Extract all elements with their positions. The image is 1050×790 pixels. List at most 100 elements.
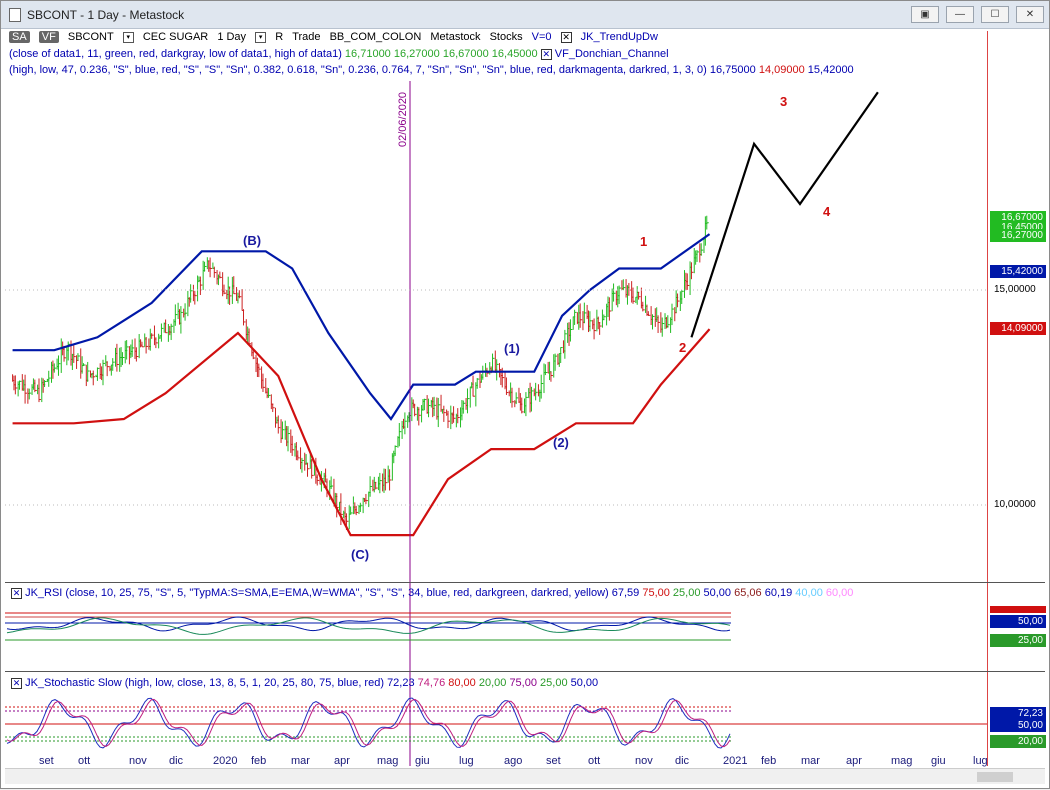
stoch-tag: 20,00 (990, 735, 1046, 748)
indicator-remove-icon[interactable]: ✕ (540, 49, 552, 60)
projection-label-4: 4 (823, 204, 831, 219)
instrument-name: CEC SUGAR (142, 31, 209, 44)
rsi-value: 67,59 (611, 587, 640, 599)
symbol-label: SBCONT (67, 31, 114, 44)
volume-label: V=0 (531, 31, 552, 44)
time-axis-label: ago (504, 755, 523, 767)
app-icon (9, 8, 21, 22)
rsi-params: JK_RSI (close, 10, 25, 75, "S", 5, "TypM… (25, 587, 609, 599)
wave-label-2: (2) (553, 435, 569, 450)
stoch-d-line (6, 698, 731, 748)
rsi-value: 40,00 (795, 587, 823, 599)
horizontal-scrollbar[interactable] (5, 768, 1045, 784)
legend-value: 14,09000 (758, 64, 805, 76)
rsi-signal-line (6, 617, 731, 635)
time-axis-label: ott (588, 755, 601, 767)
donchian-legend: (close of data1, 11, green, red, darkgra… (9, 48, 669, 60)
stoch-value: 75,00 (509, 677, 537, 689)
projection-label-3: 3 (780, 94, 787, 109)
rsi-value: 65,06 (734, 587, 762, 599)
indicator-remove-icon[interactable]: ✕ (560, 31, 572, 43)
time-axis-label: dic (169, 755, 184, 767)
legend-value: 16,71000 (344, 48, 391, 60)
time-axis-label: giu (931, 755, 946, 767)
stoch-remove-icon[interactable]: ✕ (11, 678, 22, 689)
scrollbar-thumb[interactable] (977, 772, 1013, 782)
datafeed-label: BB_COM_COLON (329, 31, 422, 44)
time-axis-label: apr (334, 755, 350, 767)
chart-toolbar: SA VF SBCONT ▾ CEC SUGAR 1 Day ▾ R Trade… (9, 31, 664, 45)
stoch-tag: 72,23 (990, 707, 1046, 720)
price-axis-label: 10,00000 (994, 499, 1036, 510)
time-axis-label: apr (846, 755, 862, 767)
legend-params: (high, low, 47, 0.236, "S", blue, red, "… (9, 64, 707, 76)
price-tag: 14,09000 (990, 322, 1046, 335)
stoch-value: 50,00 (570, 677, 599, 689)
wave-label-c: (C) (351, 547, 369, 562)
period-dropdown-icon[interactable]: ▾ (255, 31, 267, 43)
category-label: Stocks (489, 31, 523, 44)
rsi-value: 60,00 (825, 587, 854, 599)
channel-low-line (12, 328, 711, 537)
minimize-button[interactable]: — (946, 6, 974, 23)
rsi-value: 75,00 (642, 587, 670, 599)
wave-label-1: (1) (504, 341, 520, 356)
price-axis-label: 15,00000 (994, 284, 1036, 295)
legend-params: (close of data1, 11, green, red, darkgra… (9, 48, 342, 60)
price-bars (12, 215, 709, 530)
rsi-header: ✕ JK_RSI (close, 10, 25, 75, "S", 5, "Ty… (11, 587, 853, 599)
rsi-value: 25,00 (672, 587, 701, 599)
indicator-name: JK_TrendUpDw (580, 31, 658, 44)
legend-value: 15,42000 (807, 64, 854, 76)
stoch-tag: 50,00 (990, 719, 1046, 732)
time-axis-label: 2021 (723, 755, 748, 767)
time-axis-label: lug (459, 755, 474, 767)
price-tag: 16,67000 (990, 211, 1046, 224)
wave-projection-line (690, 91, 879, 338)
legend-value: 16,45000 (491, 48, 538, 60)
time-axis-label: ott (78, 755, 91, 767)
rsi-value: 50,00 (703, 587, 732, 599)
rsi-remove-icon[interactable]: ✕ (11, 588, 22, 599)
rsi-value: 60,19 (764, 587, 793, 599)
time-axis-label: mag (891, 755, 913, 767)
time-axis-label: lug (973, 755, 988, 767)
stoch-value: 72,23 (387, 677, 415, 689)
rsi-tag: 25,00 (990, 634, 1046, 647)
stoch-k-line (6, 697, 731, 749)
software-label: Metastock (430, 31, 481, 44)
time-axis-label: feb (251, 755, 267, 767)
rsi-tag (990, 606, 1046, 613)
period-label: 1 Day (217, 31, 247, 44)
wave-label-b: (B) (243, 233, 261, 248)
fib-legend: (high, low, 47, 0.236, "S", blue, red, "… (9, 64, 854, 76)
stoch-value: 74,76 (417, 677, 446, 689)
restore-icon[interactable]: ▣ (911, 6, 939, 23)
time-axis-label: set (546, 755, 561, 767)
stoch-params: JK_Stochastic Slow (high, low, close, 13… (25, 677, 384, 689)
time-axis-label: set (39, 755, 54, 767)
legend-value: 16,75000 (709, 64, 756, 76)
price-tag: 15,42000 (990, 265, 1046, 278)
pane-separator (5, 671, 1045, 672)
window-title: SBCONT - 1 Day - Metastock (27, 8, 185, 22)
time-axis-label: nov (129, 755, 147, 767)
right-edge-line (987, 31, 988, 766)
maximize-button[interactable]: ☐ (981, 6, 1009, 23)
channel-high-line (12, 233, 711, 421)
sa-button[interactable]: SA (9, 31, 30, 44)
r-button[interactable]: R (275, 31, 284, 44)
close-button[interactable]: ✕ (1016, 6, 1044, 23)
vf-button[interactable]: VF (38, 31, 59, 44)
time-axis-label: nov (635, 755, 653, 767)
channel-lines (12, 91, 879, 537)
legend-value: 16,67000 (442, 48, 489, 60)
time-axis-label: mar (291, 755, 310, 767)
legend-value: 16,27000 (393, 48, 440, 60)
projection-label-2: 2 (679, 340, 686, 355)
stoch-header: ✕ JK_Stochastic Slow (high, low, close, … (11, 677, 598, 689)
symbol-dropdown-icon[interactable]: ▾ (122, 31, 134, 43)
rsi-tag: 50,00 (990, 615, 1046, 628)
